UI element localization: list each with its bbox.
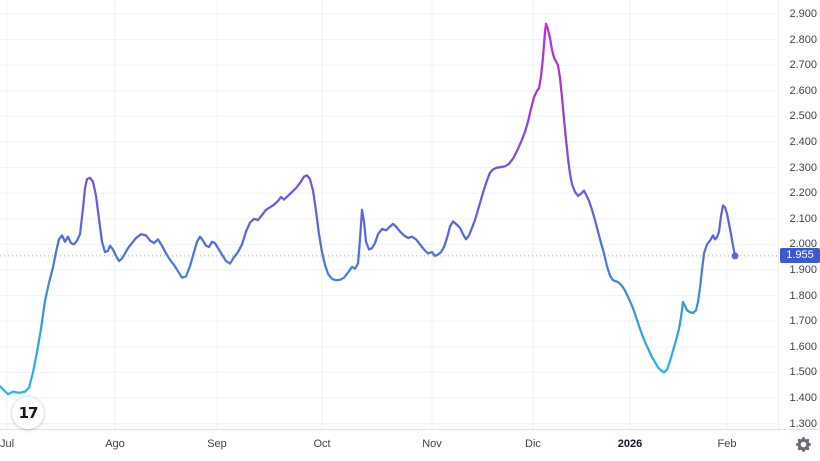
time-axis-label: Jul [0,438,15,450]
price-axis-label: 2.700 [789,59,817,72]
time-axis-label: Oct [313,438,331,450]
price-axis-label: 2.000 [789,238,817,251]
price-axis-label: 1.900 [789,264,817,276]
time-axis-label: Nov [422,438,442,450]
price-line-path [0,22,737,396]
time-axis-separator [0,429,820,430]
price-axis-label: 1.600 [789,340,817,353]
gear-icon[interactable] [796,437,811,452]
price-axis-label: 2.900 [789,8,817,20]
price-axis-label: 1.300 [789,417,817,430]
time-axis-label: Dic [525,438,541,450]
price-axis-label: 1.800 [789,289,817,302]
tradingview-logo-icon: 17 [18,404,39,422]
price-axis-label: 2.100 [789,212,817,225]
last-price-dot [731,252,739,260]
time-axis-label: 2026 [617,438,643,450]
price-axis-separator [778,0,779,429]
price-axis-label: 2.600 [789,84,817,97]
time-axis-label: Feb [717,438,737,450]
price-axis-label: 2.200 [789,187,817,200]
price-axis-label: 1.400 [789,392,817,404]
price-axis-label: 1.700 [789,315,817,328]
current-price-tag: 1.955 [780,248,820,264]
price-axis-label: 2.500 [789,110,817,123]
price-axis-label: 2.800 [789,33,817,46]
price-axis-label: 1.500 [789,366,817,379]
time-axis-label: Sep [207,438,227,450]
price-axis-label: 2.400 [789,136,817,148]
price-axis-label: 2.300 [789,161,817,174]
tradingview-logo-watermark[interactable]: 17 [12,397,44,429]
time-axis-label: Ago [105,438,125,450]
